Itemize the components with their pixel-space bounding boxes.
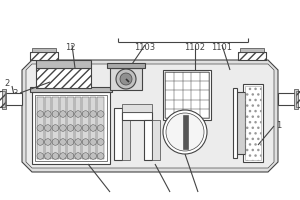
- Bar: [67, 97, 74, 159]
- Circle shape: [52, 111, 59, 117]
- Circle shape: [75, 125, 81, 131]
- Circle shape: [98, 139, 104, 145]
- Circle shape: [90, 153, 96, 159]
- Bar: [60, 97, 66, 159]
- Text: 3: 3: [13, 88, 18, 98]
- Bar: [75, 97, 81, 159]
- Bar: [30, 87, 112, 92]
- Circle shape: [82, 153, 89, 159]
- Circle shape: [90, 125, 96, 131]
- Polygon shape: [22, 60, 278, 172]
- Bar: [37, 97, 44, 159]
- Circle shape: [60, 125, 66, 131]
- Bar: [163, 70, 211, 120]
- Bar: [45, 97, 51, 159]
- Text: 2: 2: [5, 79, 10, 88]
- Circle shape: [120, 73, 132, 85]
- Bar: [4, 93, 22, 105]
- Circle shape: [45, 125, 51, 131]
- Circle shape: [82, 125, 89, 131]
- Bar: [32, 92, 110, 164]
- Circle shape: [75, 139, 81, 145]
- Bar: [233, 88, 237, 158]
- Text: 1103: 1103: [134, 43, 156, 52]
- Circle shape: [116, 69, 136, 89]
- Circle shape: [37, 125, 44, 131]
- Bar: [32, 48, 56, 52]
- Circle shape: [98, 111, 104, 117]
- Text: 12: 12: [65, 43, 75, 52]
- Bar: [36, 68, 91, 88]
- Circle shape: [60, 139, 66, 145]
- Circle shape: [45, 111, 51, 117]
- Circle shape: [75, 153, 81, 159]
- Bar: [35, 95, 107, 161]
- Bar: [296, 91, 300, 107]
- Circle shape: [67, 139, 74, 145]
- Polygon shape: [26, 64, 274, 168]
- Bar: [122, 108, 130, 160]
- Bar: [52, 97, 59, 159]
- Circle shape: [82, 111, 89, 117]
- Bar: [98, 97, 104, 159]
- Bar: [245, 86, 261, 160]
- Bar: [114, 108, 122, 160]
- Bar: [0, 91, 5, 107]
- Bar: [278, 93, 296, 105]
- Bar: [30, 52, 58, 60]
- Bar: [294, 89, 298, 109]
- Bar: [238, 52, 266, 60]
- Bar: [36, 60, 91, 68]
- Bar: [183, 115, 188, 149]
- Text: 1101: 1101: [212, 43, 233, 52]
- Text: 1102: 1102: [184, 43, 206, 52]
- Bar: [235, 92, 245, 154]
- Circle shape: [37, 111, 44, 117]
- Bar: [110, 68, 142, 90]
- Circle shape: [67, 125, 74, 131]
- Text: 1: 1: [276, 121, 281, 130]
- Bar: [165, 72, 209, 118]
- Circle shape: [82, 139, 89, 145]
- Circle shape: [52, 139, 59, 145]
- Circle shape: [45, 139, 51, 145]
- Circle shape: [45, 153, 51, 159]
- Circle shape: [166, 113, 204, 151]
- Circle shape: [37, 139, 44, 145]
- Circle shape: [60, 153, 66, 159]
- Circle shape: [75, 111, 81, 117]
- Bar: [122, 104, 152, 112]
- Bar: [243, 84, 263, 162]
- Circle shape: [98, 125, 104, 131]
- Circle shape: [67, 111, 74, 117]
- Bar: [238, 52, 266, 60]
- Bar: [82, 97, 89, 159]
- Bar: [240, 48, 264, 52]
- Bar: [2, 89, 6, 109]
- Circle shape: [37, 153, 44, 159]
- Bar: [107, 63, 145, 68]
- Bar: [90, 97, 96, 159]
- Circle shape: [163, 110, 207, 154]
- Circle shape: [52, 125, 59, 131]
- Bar: [30, 52, 58, 60]
- Bar: [122, 112, 152, 120]
- Bar: [296, 91, 300, 107]
- Bar: [144, 120, 152, 160]
- Circle shape: [98, 153, 104, 159]
- Bar: [36, 68, 91, 88]
- Circle shape: [67, 153, 74, 159]
- Circle shape: [90, 111, 96, 117]
- Circle shape: [90, 139, 96, 145]
- Bar: [152, 120, 160, 160]
- Circle shape: [52, 153, 59, 159]
- Bar: [0, 91, 5, 107]
- Circle shape: [60, 111, 66, 117]
